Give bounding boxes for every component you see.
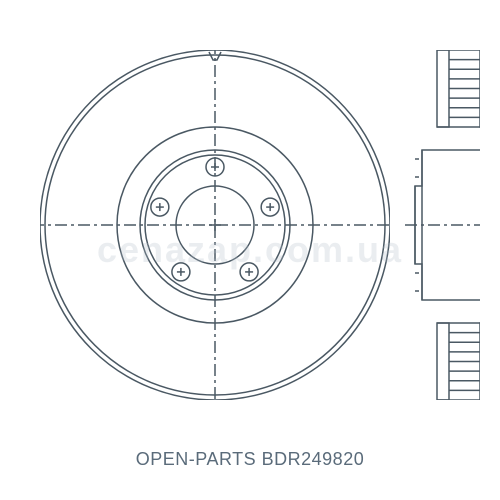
- caption: OPEN-PARTS BDR249820: [0, 449, 500, 470]
- front-view: [40, 50, 390, 400]
- diagram-container: cenazap.com.ua OPEN-PARTS BDR249820: [0, 0, 500, 500]
- side-view: [405, 50, 480, 400]
- part-number: BDR249820: [262, 449, 365, 469]
- brand-label: OPEN-PARTS: [136, 449, 256, 469]
